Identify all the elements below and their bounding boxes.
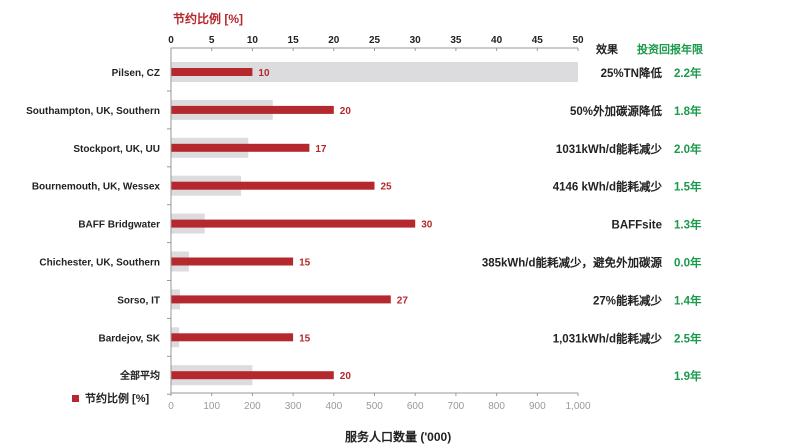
savings-label: 10 <box>258 68 270 79</box>
legend-swatch <box>72 395 79 402</box>
effect-text: 4146 kWh/d能耗减少 <box>553 180 663 194</box>
payback-text: 2.5年 <box>674 331 702 345</box>
bottom-tick-label: 800 <box>488 401 505 412</box>
category-label: 全部平均 <box>119 369 160 382</box>
savings-label: 15 <box>299 258 311 269</box>
payback-header: 投资回报年限 <box>637 44 703 56</box>
savings-label: 15 <box>299 333 311 344</box>
category-label: Pilsen, CZ <box>112 68 160 79</box>
payback-text: 1.4年 <box>674 293 702 307</box>
effect-header: 效果 <box>596 44 618 56</box>
bottom-tick-label: 700 <box>448 401 465 412</box>
top-tick-label: 5 <box>209 35 215 46</box>
top-tick-label: 10 <box>247 35 259 46</box>
top-tick-label: 45 <box>532 35 544 46</box>
payback-text: 2.0年 <box>674 142 702 156</box>
category-label: Bournemouth, UK, Wessex <box>32 182 161 193</box>
bottom-tick-label: 100 <box>203 401 220 412</box>
top-tick-label: 50 <box>572 35 584 46</box>
bottom-tick-label: 600 <box>407 401 424 412</box>
savings-bar <box>171 181 375 190</box>
effect-text: 1031kWh/d能耗减少 <box>556 142 663 156</box>
bottom-tick-label: 200 <box>244 401 261 412</box>
effect-text: 25%TN降低 <box>601 66 663 80</box>
bottom-tick-label: 400 <box>325 401 342 412</box>
bottom-tick-label: 300 <box>285 401 302 412</box>
savings-bar <box>171 105 334 114</box>
bottom-tick-label: 1,000 <box>565 401 590 412</box>
bottom-tick-label: 500 <box>366 401 383 412</box>
payback-text: 1.8年 <box>674 104 702 118</box>
savings-bar <box>171 295 391 304</box>
population-bar <box>171 62 578 82</box>
category-label: BAFF Bridgwater <box>78 220 160 231</box>
payback-text: 1.9年 <box>674 369 702 383</box>
savings-label: 17 <box>315 144 327 155</box>
top-tick-label: 15 <box>288 35 300 46</box>
savings-label: 30 <box>421 220 433 231</box>
payback-text: 1.3年 <box>674 218 702 232</box>
bottom-tick-label: 900 <box>529 401 546 412</box>
payback-text: 2.2年 <box>674 66 702 80</box>
top-axis-title: 节约比例 [%] <box>173 12 243 26</box>
bottom-tick-label: 0 <box>168 401 174 412</box>
legend: 节约比例 [%] <box>72 390 149 406</box>
top-tick-label: 25 <box>369 35 381 46</box>
category-label: Stockport, UK, UU <box>73 144 160 155</box>
top-tick-label: 40 <box>491 35 503 46</box>
savings-bar <box>171 143 310 152</box>
effect-text: BAFFsite <box>612 220 662 232</box>
savings-bar <box>171 68 253 76</box>
payback-text: 1.5年 <box>674 180 702 194</box>
savings-bar <box>171 333 294 342</box>
category-label: Southampton, UK, Southern <box>26 106 160 117</box>
savings-label: 25 <box>381 182 393 193</box>
category-label: Chichester, UK, Southern <box>39 258 160 269</box>
top-tick-label: 30 <box>410 35 422 46</box>
savings-label: 20 <box>340 106 352 117</box>
legend-label: 节约比例 [%] <box>85 393 150 405</box>
effect-text: 385kWh/d能耗减少，避免外加碳源 <box>482 256 663 270</box>
category-label: Bardejov, SK <box>99 333 161 344</box>
top-tick-label: 0 <box>168 35 174 46</box>
category-label: Sorso, IT <box>117 295 160 306</box>
bottom-axis-title: 服务人口数量 ('000) <box>345 430 452 444</box>
savings-label: 27 <box>397 295 409 306</box>
effect-text: 27%能耗减少 <box>593 293 663 307</box>
top-tick-label: 20 <box>328 35 340 46</box>
top-tick-label: 35 <box>450 35 462 46</box>
savings-bar <box>171 371 334 380</box>
effect-text: 1,031kWh/d能耗减少 <box>553 331 663 345</box>
payback-text: 0.0年 <box>674 256 702 270</box>
savings-bar <box>171 257 294 266</box>
savings-bar <box>171 219 416 228</box>
effect-text: 50%外加碳源降低 <box>570 104 663 118</box>
savings-label: 20 <box>340 371 352 382</box>
